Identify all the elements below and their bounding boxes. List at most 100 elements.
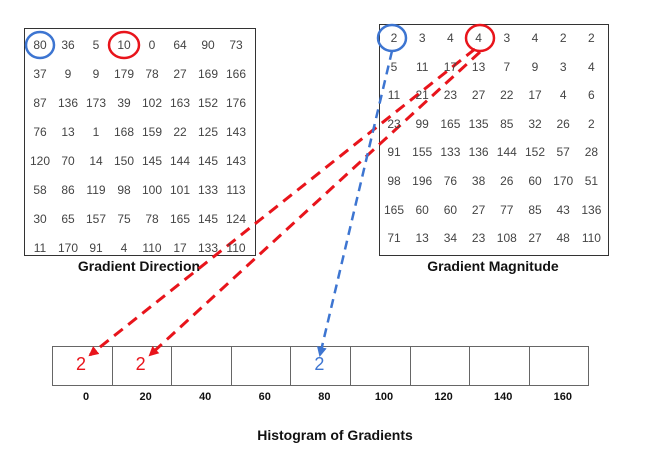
- direction-cell: 14: [89, 154, 103, 168]
- direction-cell: 86: [61, 183, 75, 197]
- direction-cell: 64: [173, 38, 187, 52]
- magnitude-cell: 48: [556, 231, 570, 246]
- gradient-direction-caption: Gradient Direction: [77, 258, 201, 274]
- magnitude-cell: 22: [500, 88, 514, 103]
- magnitude-cell: 60: [528, 174, 542, 188]
- arrow-red-to-bin-20: [148, 50, 482, 357]
- direction-cell: 87: [33, 96, 47, 110]
- arrow-red-to-bin-0: [88, 47, 476, 357]
- gradient-magnitude-caption: Gradient Magnitude: [427, 258, 559, 274]
- direction-cell: 13: [61, 125, 75, 139]
- direction-cell: 133: [197, 183, 219, 197]
- direction-cell: 9: [92, 67, 100, 81]
- direction-cell: 133: [197, 241, 219, 255]
- direction-cell: 163: [169, 96, 191, 110]
- magnitude-cell: 4: [588, 59, 595, 74]
- direction-cell: 173: [85, 96, 107, 110]
- histogram-bin-cell: [528, 346, 590, 386]
- histogram-bin-cell: [52, 346, 113, 386]
- direction-circle-red: [107, 30, 141, 60]
- direction-cell: 145: [197, 212, 219, 226]
- direction-cell: 165: [169, 212, 191, 226]
- histogram-bin-label: 0: [82, 391, 90, 403]
- magnitude-cell: 57: [556, 145, 570, 160]
- histogram-bin-label: 80: [318, 391, 331, 403]
- direction-cell: 170: [57, 241, 79, 255]
- histogram-bin-label: 100: [374, 391, 394, 403]
- direction-cell: 157: [85, 212, 107, 226]
- direction-cell: 58: [33, 183, 47, 197]
- histogram-bin-value: 2: [135, 354, 146, 374]
- magnitude-cell: 60: [443, 202, 458, 217]
- direction-cell: 11: [33, 241, 47, 255]
- gradient-magnitude-grid: [379, 24, 609, 256]
- direction-cell: 0: [148, 38, 156, 52]
- direction-cell: 145: [141, 154, 163, 168]
- direction-cell: 110: [226, 241, 246, 255]
- magnitude-cell: 5: [390, 59, 398, 74]
- magnitude-cell: 2: [588, 116, 595, 131]
- magnitude-cell: 51: [584, 174, 599, 188]
- histogram-bin-value: 2: [75, 354, 86, 374]
- magnitude-cell: 155: [412, 145, 433, 160]
- direction-cell: 5: [92, 38, 100, 52]
- histogram-bin-cell: [409, 346, 471, 386]
- histogram-bin-label: 140: [494, 391, 513, 403]
- direction-cell: 9: [64, 67, 72, 81]
- magnitude-cell: 99: [415, 116, 429, 131]
- direction-cell: 36: [61, 38, 75, 52]
- direction-cell: 166: [225, 67, 247, 81]
- histogram-title: Histogram of Gradients: [257, 427, 413, 443]
- arrow-blue-to-bin-80: [316, 50, 394, 357]
- magnitude-cell: 9: [531, 59, 539, 74]
- histogram-bin-cell: [111, 346, 173, 386]
- direction-cell: 144: [169, 154, 191, 168]
- magnitude-cell: 4: [559, 88, 567, 103]
- direction-circle-blue: [24, 30, 56, 60]
- magnitude-cell: 17: [528, 88, 542, 103]
- direction-cell: 176: [225, 96, 247, 110]
- magnitude-cell: 4: [475, 31, 482, 45]
- histogram-bin-label: 20: [139, 391, 152, 403]
- direction-cell: 80: [33, 38, 47, 52]
- magnitude-cell: 144: [496, 145, 517, 160]
- direction-cell: 125: [197, 125, 219, 139]
- magnitude-cell: 91: [387, 145, 401, 160]
- magnitude-cell: 13: [415, 231, 429, 246]
- magnitude-cell: 2: [390, 31, 398, 45]
- direction-cell: 159: [141, 125, 163, 139]
- magnitude-cell: 170: [553, 174, 574, 188]
- magnitude-cell: 26: [556, 116, 570, 131]
- direction-cell: 169: [197, 67, 219, 81]
- magnitude-cell: 3: [559, 59, 567, 74]
- magnitude-cell: 4: [447, 31, 454, 45]
- direction-cell: 110: [142, 241, 162, 255]
- magnitude-cell: 71: [387, 231, 401, 246]
- magnitude-cell: 13: [471, 59, 486, 74]
- magnitude-cell: 3: [503, 31, 511, 45]
- histogram-bin-label: 40: [199, 391, 212, 403]
- magnitude-cell: 11: [387, 88, 401, 103]
- magnitude-cell: 165: [383, 202, 405, 217]
- magnitude-cell: 34: [443, 231, 458, 246]
- magnitude-cell: 43: [556, 202, 570, 217]
- magnitude-cell: 28: [584, 145, 599, 160]
- direction-cell: 143: [225, 154, 247, 168]
- magnitude-cell: 23: [443, 88, 458, 103]
- direction-cell: 22: [173, 125, 187, 139]
- histogram-bin-cell: [469, 346, 530, 386]
- magnitude-cell: 2: [588, 31, 595, 45]
- direction-cell: 1: [92, 125, 100, 139]
- magnitude-cell: 108: [496, 231, 517, 246]
- direction-cell: 168: [113, 125, 135, 139]
- magnitude-cell: 4: [531, 31, 539, 45]
- magnitude-cell: 136: [468, 145, 489, 160]
- magnitude-cell: 32: [528, 116, 542, 131]
- histogram-bin-cell: [230, 346, 292, 386]
- direction-cell: 91: [89, 241, 103, 255]
- magnitude-cell: 6: [588, 88, 595, 103]
- histogram-bin-cell: [350, 346, 411, 386]
- direction-cell: 70: [61, 154, 75, 168]
- direction-cell: 78: [145, 67, 159, 81]
- magnitude-cell: 7: [503, 59, 511, 74]
